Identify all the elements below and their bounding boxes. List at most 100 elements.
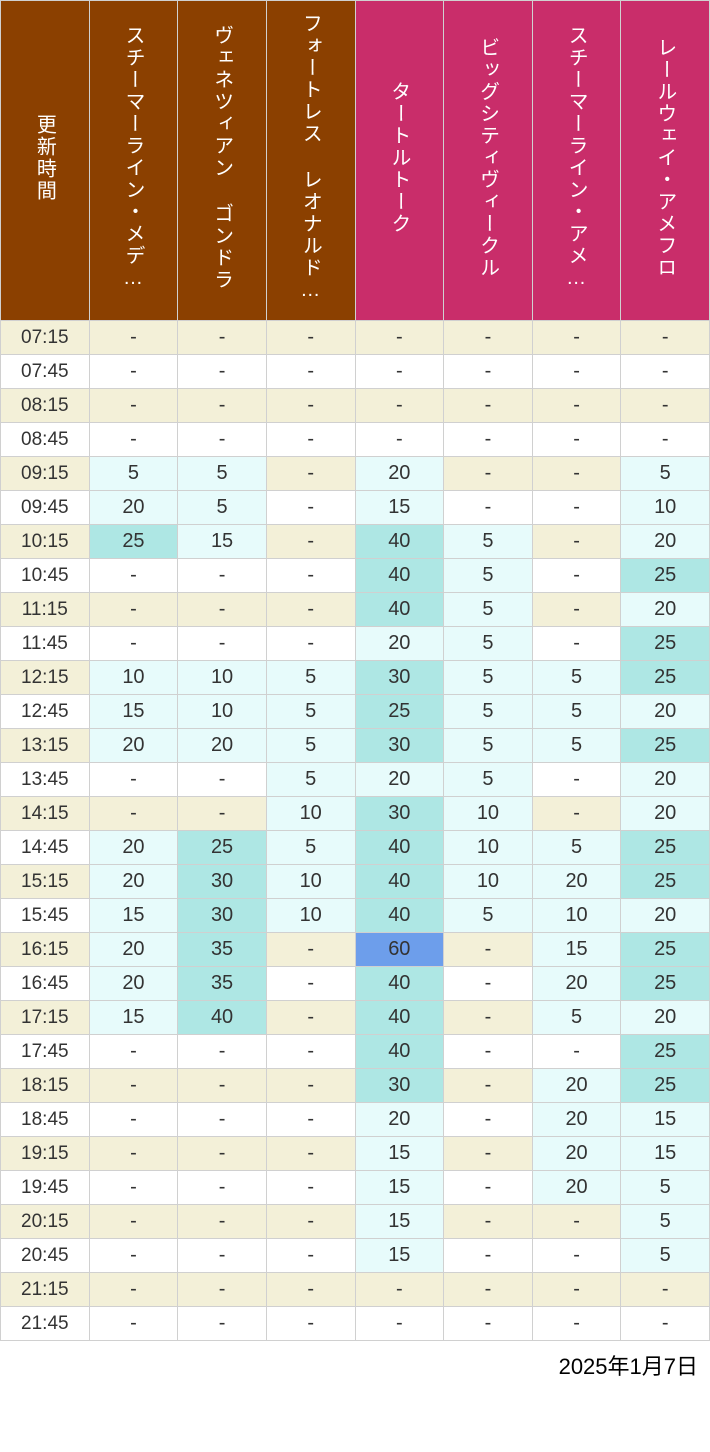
wait-cell-bigcity: -	[444, 389, 533, 423]
wait-cell-fort: -	[266, 1171, 355, 1205]
wait-cell-gondola: -	[178, 1273, 267, 1307]
wait-cell-turtle: 15	[355, 1171, 444, 1205]
wait-cell-steam1: 5	[89, 457, 178, 491]
wait-cell-gondola: 25	[178, 831, 267, 865]
wait-cell-rail: 25	[621, 831, 710, 865]
table-row: 20:15---15--5	[1, 1205, 710, 1239]
wait-cell-gondola: -	[178, 1069, 267, 1103]
table-row: 09:45205-15--10	[1, 491, 710, 525]
wait-cell-turtle: 60	[355, 933, 444, 967]
wait-cell-gondola: -	[178, 1205, 267, 1239]
wait-cell-steam2: -	[532, 1307, 621, 1341]
wait-cell-turtle: 20	[355, 457, 444, 491]
table-row: 14:15--103010-20	[1, 797, 710, 831]
time-cell: 08:15	[1, 389, 90, 423]
header-fort: フォートレス レオナルド…	[266, 1, 355, 321]
wait-cell-turtle: 30	[355, 1069, 444, 1103]
wait-cell-turtle: 15	[355, 491, 444, 525]
wait-cell-gondola: -	[178, 1307, 267, 1341]
time-cell: 18:45	[1, 1103, 90, 1137]
wait-cell-bigcity: 10	[444, 865, 533, 899]
wait-cell-steam2: -	[532, 1205, 621, 1239]
header-bigcity: ビッグシティヴィークル	[444, 1, 533, 321]
wait-cell-bigcity: 5	[444, 627, 533, 661]
wait-cell-steam2: -	[532, 1239, 621, 1273]
wait-cell-gondola: -	[178, 389, 267, 423]
wait-cell-bigcity: -	[444, 1171, 533, 1205]
wait-cell-turtle: 30	[355, 729, 444, 763]
wait-cell-fort: -	[266, 559, 355, 593]
wait-cell-steam2: -	[532, 321, 621, 355]
wait-cell-rail: 25	[621, 559, 710, 593]
wait-cell-fort: -	[266, 593, 355, 627]
wait-cell-steam1: -	[89, 593, 178, 627]
wait-cell-rail: 25	[621, 933, 710, 967]
wait-cell-steam2: -	[532, 627, 621, 661]
table-row: 09:1555-20--5	[1, 457, 710, 491]
table-row: 19:15---15-2015	[1, 1137, 710, 1171]
wait-cell-fort: 5	[266, 695, 355, 729]
header-steam1: スチーマーライン・メデ…	[89, 1, 178, 321]
time-cell: 13:45	[1, 763, 90, 797]
wait-cell-turtle: 40	[355, 831, 444, 865]
wait-cell-rail: 20	[621, 899, 710, 933]
wait-cell-rail: -	[621, 423, 710, 457]
wait-cell-turtle: 15	[355, 1137, 444, 1171]
wait-cell-steam1: -	[89, 797, 178, 831]
time-cell: 21:15	[1, 1273, 90, 1307]
wait-cell-bigcity: -	[444, 1069, 533, 1103]
wait-cell-steam1: -	[89, 389, 178, 423]
time-cell: 10:15	[1, 525, 90, 559]
wait-cell-fort: -	[266, 355, 355, 389]
time-cell: 17:45	[1, 1035, 90, 1069]
wait-cell-bigcity: 5	[444, 593, 533, 627]
wait-cell-bigcity: 10	[444, 831, 533, 865]
wait-cell-fort: 5	[266, 729, 355, 763]
wait-cell-bigcity: -	[444, 1137, 533, 1171]
wait-cell-steam2: -	[532, 763, 621, 797]
wait-cell-gondola: 30	[178, 899, 267, 933]
wait-cell-gondola: -	[178, 797, 267, 831]
wait-cell-bigcity: 5	[444, 559, 533, 593]
header-gondola: ヴェネツィアン ゴンドラ	[178, 1, 267, 321]
wait-cell-steam1: 15	[89, 899, 178, 933]
wait-cell-rail: -	[621, 321, 710, 355]
table-row: 13:1520205305525	[1, 729, 710, 763]
wait-cell-gondola: -	[178, 1239, 267, 1273]
wait-cell-steam2: -	[532, 423, 621, 457]
wait-cell-gondola: -	[178, 627, 267, 661]
time-cell: 14:15	[1, 797, 90, 831]
wait-cell-gondola: -	[178, 321, 267, 355]
table-row: 11:15---405-20	[1, 593, 710, 627]
table-row: 10:45---405-25	[1, 559, 710, 593]
wait-cell-steam2: -	[532, 797, 621, 831]
wait-cell-gondola: 10	[178, 661, 267, 695]
wait-cell-steam2: -	[532, 1273, 621, 1307]
wait-cell-fort: -	[266, 1069, 355, 1103]
wait-cell-bigcity: -	[444, 1307, 533, 1341]
wait-cell-steam2: 20	[532, 1171, 621, 1205]
wait-cell-steam2: 10	[532, 899, 621, 933]
wait-cell-turtle: -	[355, 1273, 444, 1307]
wait-cell-steam1: -	[89, 1103, 178, 1137]
wait-cell-turtle: 40	[355, 559, 444, 593]
time-cell: 21:45	[1, 1307, 90, 1341]
wait-cell-fort: -	[266, 1307, 355, 1341]
wait-cell-gondola: 35	[178, 933, 267, 967]
header-rail: レールウェイ・アメフロ	[621, 1, 710, 321]
wait-cell-gondola: 20	[178, 729, 267, 763]
table-row: 12:4515105255520	[1, 695, 710, 729]
wait-cell-steam1: 15	[89, 1001, 178, 1035]
wait-cell-bigcity: -	[444, 1001, 533, 1035]
wait-cell-gondola: -	[178, 1137, 267, 1171]
wait-cell-steam1: -	[89, 321, 178, 355]
table-row: 14:45202554010525	[1, 831, 710, 865]
wait-cell-fort: 5	[266, 831, 355, 865]
wait-cell-rail: 25	[621, 661, 710, 695]
wait-cell-gondola: 30	[178, 865, 267, 899]
table-row: 18:45---20-2015	[1, 1103, 710, 1137]
wait-cell-rail: -	[621, 389, 710, 423]
wait-cell-gondola: -	[178, 355, 267, 389]
table-row: 15:1520301040102025	[1, 865, 710, 899]
table-row: 18:15---30-2025	[1, 1069, 710, 1103]
